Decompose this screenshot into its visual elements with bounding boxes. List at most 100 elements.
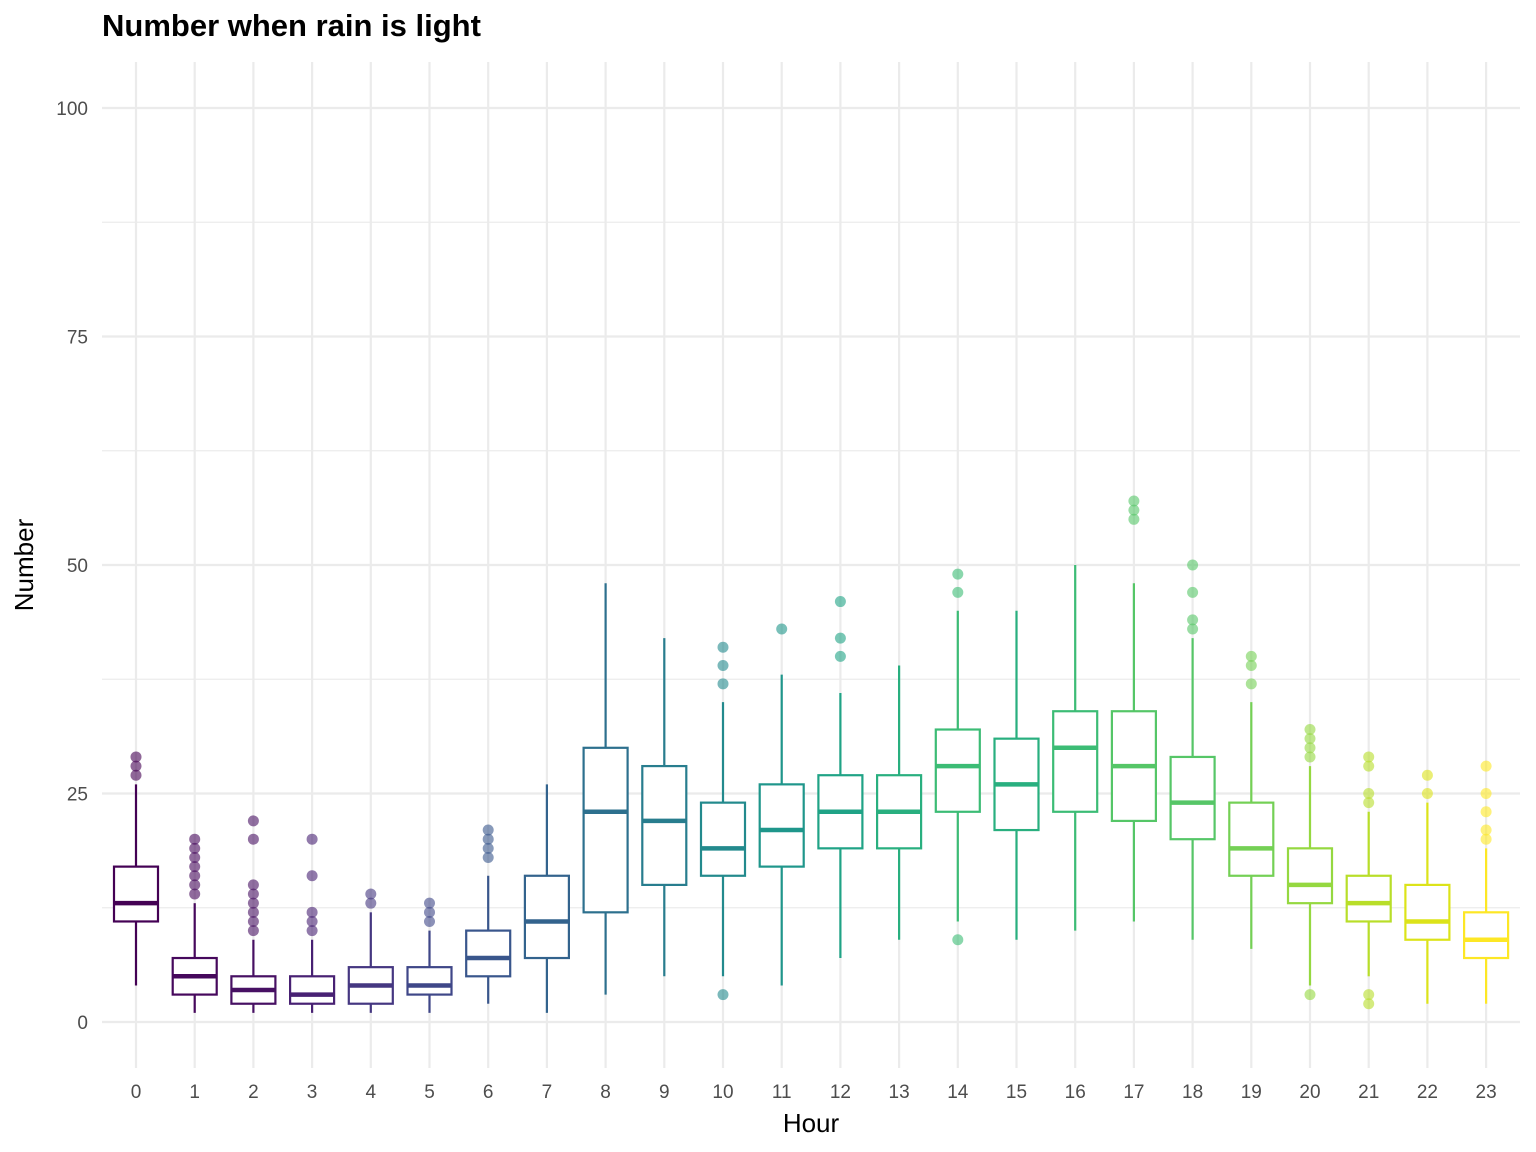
- outlier-point: [717, 641, 729, 653]
- outlier-point: [247, 906, 259, 918]
- outlier-point: [1363, 989, 1375, 1001]
- x-axis-title: Hour: [783, 1108, 840, 1138]
- box-hour-1: [171, 833, 218, 1013]
- outlier-point: [1363, 788, 1375, 799]
- x-tick-label: 21: [1358, 1082, 1379, 1103]
- box-hour-3: [289, 833, 336, 1013]
- x-tick-label: 19: [1241, 1082, 1262, 1103]
- box-hour-4: [347, 888, 394, 1013]
- box-iqr: [1286, 847, 1334, 905]
- outlier-point: [130, 760, 142, 772]
- x-tick-label: 13: [889, 1082, 910, 1103]
- outlier-point: [1480, 788, 1492, 799]
- box-hour-22: [1404, 769, 1451, 1004]
- box-hour-19: [1228, 650, 1275, 949]
- outlier-point: [1363, 998, 1375, 1010]
- outlier-point: [1304, 724, 1316, 736]
- outlier-point: [1304, 989, 1316, 1001]
- outlier-point: [717, 989, 729, 1001]
- outlier-point: [776, 623, 788, 635]
- outlier-point: [1421, 788, 1433, 799]
- outlier-point: [247, 833, 259, 845]
- box-hour-15: [993, 610, 1040, 940]
- box-iqr: [582, 746, 629, 914]
- outlier-point: [1245, 650, 1257, 662]
- box-iqr: [1052, 710, 1099, 813]
- outlier-point: [247, 888, 259, 900]
- outlier-point: [189, 888, 201, 900]
- box-hour-12: [817, 596, 864, 959]
- outlier-point: [306, 925, 318, 937]
- x-tick-label: 4: [366, 1082, 377, 1103]
- box-iqr: [934, 728, 981, 813]
- outlier-point: [482, 842, 494, 854]
- outlier-point: [424, 897, 435, 909]
- outlier-point: [952, 934, 964, 946]
- box-hour-18: [1169, 559, 1216, 940]
- outlier-point: [1363, 751, 1375, 763]
- outlier-point: [130, 751, 142, 763]
- outlier-point: [1187, 623, 1199, 635]
- outlier-point: [1480, 760, 1492, 772]
- chart-title: Number when rain is light: [102, 8, 481, 43]
- box-iqr: [523, 874, 571, 960]
- x-tick-label: 17: [1123, 1082, 1144, 1103]
- box-iqr: [641, 764, 688, 887]
- x-tick-label: 8: [600, 1082, 611, 1103]
- box-iqr: [289, 975, 336, 1005]
- outlier-point: [1187, 586, 1199, 598]
- outlier-point: [1187, 559, 1199, 571]
- box-hour-8: [582, 583, 629, 995]
- outlier-point: [1304, 733, 1316, 745]
- box-iqr: [1169, 755, 1216, 841]
- outlier-point: [1187, 614, 1199, 626]
- box-hour-13: [875, 665, 923, 940]
- outlier-point: [247, 897, 259, 909]
- x-tick-label: 12: [830, 1082, 851, 1103]
- box-iqr: [112, 865, 160, 923]
- x-tick-label: 20: [1299, 1082, 1320, 1103]
- outlier-point: [189, 851, 201, 863]
- outlier-point: [717, 678, 729, 690]
- box-hour-6: [465, 824, 512, 1004]
- box-iqr: [1404, 883, 1451, 941]
- x-tick-label: 16: [1065, 1082, 1086, 1103]
- x-tick-label: 18: [1182, 1082, 1203, 1103]
- y-tick-label: 0: [77, 1013, 88, 1034]
- outlier-point: [424, 915, 435, 927]
- box-hour-16: [1052, 565, 1099, 931]
- outlier-point: [1128, 495, 1140, 507]
- outlier-point: [482, 824, 494, 836]
- box-iqr: [699, 801, 747, 877]
- outlier-point: [365, 897, 377, 909]
- x-tick-label: 23: [1476, 1082, 1497, 1103]
- outlier-point: [834, 632, 846, 644]
- y-axis-title: Number: [9, 518, 39, 611]
- outlier-point: [1480, 824, 1492, 836]
- x-tick-label: 6: [483, 1082, 494, 1103]
- box-hour-14: [934, 568, 981, 946]
- x-tick-label: 15: [1006, 1082, 1027, 1103]
- box-iqr: [1228, 801, 1275, 877]
- box-hour-7: [523, 784, 571, 1013]
- outlier-point: [130, 769, 142, 781]
- x-tick-label: 5: [424, 1082, 435, 1103]
- y-tick-label: 50: [67, 556, 88, 577]
- outlier-point: [306, 906, 318, 918]
- outlier-point: [189, 861, 201, 873]
- outlier-point: [189, 842, 201, 854]
- outlier-point: [1363, 797, 1375, 809]
- x-tick-label: 11: [772, 1082, 792, 1103]
- box-hour-17: [1110, 495, 1158, 922]
- y-tick-label: 75: [67, 328, 88, 349]
- box-iqr: [1462, 911, 1510, 960]
- outlier-point: [1128, 504, 1140, 516]
- box-hour-10: [699, 641, 747, 1001]
- outlier-point: [424, 906, 435, 918]
- outlier-point: [1421, 769, 1433, 781]
- box-hour-11: [758, 623, 805, 986]
- outlier-point: [365, 888, 377, 900]
- x-tick-label: 0: [131, 1082, 142, 1103]
- outlier-point: [952, 568, 964, 580]
